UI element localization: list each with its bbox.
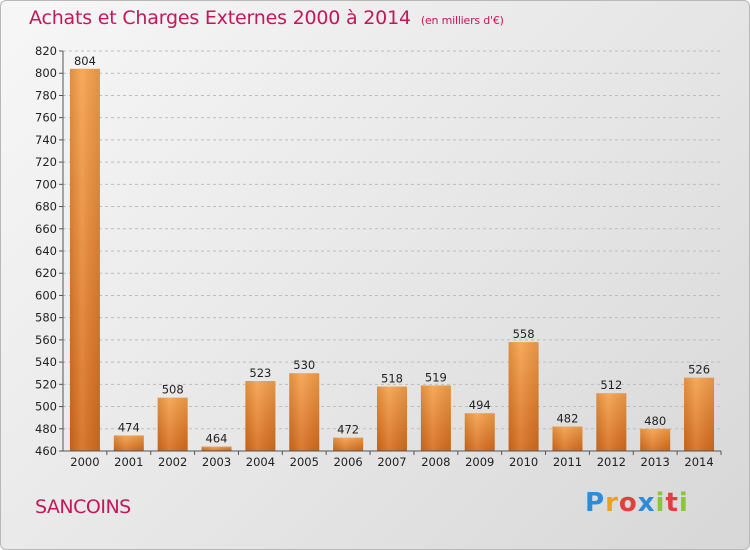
data-label: 464 [206,432,228,446]
data-label: 526 [688,363,710,377]
bar-shade [69,68,100,452]
bar-shade [245,381,276,451]
y-axis: 460 480 500 520 540 560 580 600 620 640 660 680 700 7… [35,44,64,458]
proxiti-logo[interactable]: Proxiti [585,488,689,518]
bar-shade [640,428,671,451]
bar-shade [420,385,451,451]
y-tick-label: 820 [35,44,57,58]
bar-shade [552,426,583,451]
y-tick-label: 720 [35,155,57,169]
x-tick-label: 2002 [158,455,187,469]
data-label: 519 [425,370,447,384]
logo-letter: r [605,488,619,518]
y-tick-label: 520 [35,377,57,391]
data-label: 523 [249,366,271,380]
bar-shade [596,393,627,451]
data-label: 518 [381,372,403,386]
y-tick-label: 600 [35,288,57,302]
y-tick-label: 540 [35,355,57,369]
bar-shade [464,413,495,451]
x-tick-label: 2004 [246,455,275,469]
bar-shade [377,386,407,451]
y-tick-label: 740 [35,133,57,147]
y-tick-label: 680 [35,200,57,214]
data-label: 558 [513,327,535,341]
y-tick-label: 560 [35,333,57,347]
y-tick-label: 500 [35,400,57,414]
x-tick-label: 2000 [70,455,99,469]
data-label: 482 [556,412,578,426]
y-tick-label: 760 [35,111,57,125]
data-label: 494 [469,398,491,412]
x-tick-label: 2001 [114,455,143,469]
x-tick-label: 2009 [465,455,494,469]
x-tick-label: 2007 [377,455,406,469]
x-tick-label: 2010 [509,455,538,469]
y-tick-label: 700 [35,177,57,191]
y-tick-label: 480 [35,422,57,436]
x-tick-label: 2008 [421,455,450,469]
chart-unit: (en milliers d'€) [420,14,504,27]
y-tick-label: 580 [35,311,57,325]
bar-shade [508,342,539,451]
data-label: 512 [600,378,622,392]
commune-name: SANCOINS [35,496,131,518]
y-tick-label: 660 [35,222,57,236]
data-label: 804 [74,54,96,68]
bar-shade [333,437,364,451]
x-tick-label: 2014 [684,455,713,469]
logo-letter: t [665,488,679,518]
logo-letter: o [618,488,638,518]
data-label: 508 [162,383,184,397]
x-tick-label: 2012 [597,455,626,469]
bar-shade [289,373,320,451]
logo-letter: i [655,488,666,518]
x-axis: 2000 2001 2002 2003 2004 2005 2006 2007 2008 2009… [63,450,722,469]
data-label: 480 [644,414,666,428]
logo-letter: x [637,488,656,518]
x-tick-label: 2005 [290,455,319,469]
data-label: 472 [337,423,359,437]
x-tick-label: 2011 [553,455,582,469]
bar-shade [201,446,232,451]
x-tick-label: 2006 [333,455,362,469]
y-tick-label: 800 [35,66,57,80]
chart-title: Achats et Charges Externes 2000 à 2014 (e… [29,7,504,29]
data-label: 474 [118,420,140,434]
data-label: 530 [293,358,315,372]
x-tick-label: 2003 [202,455,231,469]
logo-letter: P [585,488,606,518]
bar-shade [113,435,144,451]
bars: 804 474 508 464 523 530 472 518 519 494 558 482 512 4… [69,54,715,452]
bar-shade [684,377,715,451]
y-tick-label: 640 [35,244,57,258]
logo-letter: i [678,488,689,518]
x-tick-label: 2013 [641,455,670,469]
bar-shade [157,397,188,451]
y-tick-label: 620 [35,266,57,280]
y-tick-label: 780 [35,88,57,102]
chart-title-text: Achats et Charges Externes 2000 à 2014 [29,7,411,29]
y-tick-label: 460 [35,444,57,458]
